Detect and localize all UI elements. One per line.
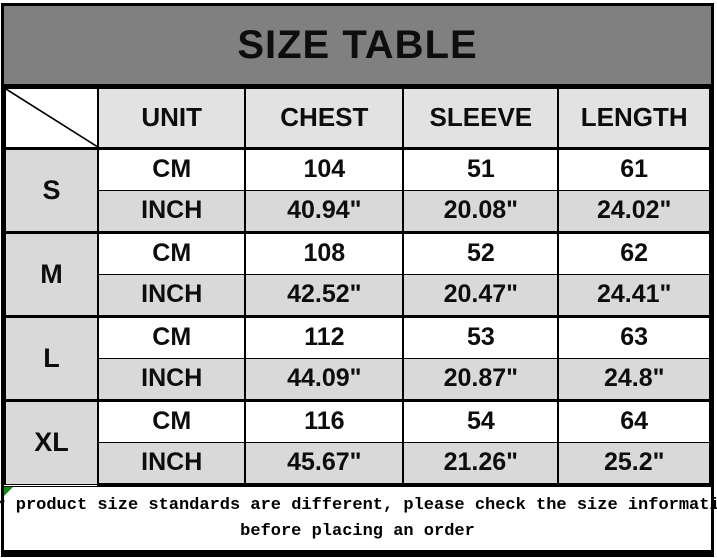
cell-m-inch-sleeve: 20.47" xyxy=(402,273,560,318)
cell-xl-inch-sleeve: 21.26" xyxy=(402,441,560,486)
unit-inch-label: INCH xyxy=(97,357,247,402)
footer-note-line-2: before placing an order xyxy=(240,521,475,541)
cell-s-cm-length: 61 xyxy=(557,146,711,191)
unit-cm-label: CM xyxy=(97,230,247,275)
size-table-panel: SIZE TABLE UNIT CHEST SLEEVE LENGTH S xyxy=(0,3,717,557)
title-bar: SIZE TABLE xyxy=(4,6,711,87)
footer-note: Our product size standards are different… xyxy=(0,485,717,550)
cell-s-inch-length: 24.02" xyxy=(557,189,711,234)
cell-m-cm-chest: 108 xyxy=(244,230,405,275)
cell-m-inch-chest: 42.52" xyxy=(244,273,405,318)
cell-s-inch-chest: 40.94" xyxy=(244,189,405,234)
unit-inch-label: INCH xyxy=(97,273,247,318)
col-header-length: LENGTH xyxy=(557,87,711,150)
cell-xl-cm-length: 64 xyxy=(557,398,711,443)
cell-s-inch-sleeve: 20.08" xyxy=(402,189,560,234)
size-label-m: M xyxy=(3,230,100,317)
size-label-l: L xyxy=(3,314,100,401)
table-row-m-cm: M CM 108 52 62 xyxy=(3,230,711,317)
header-row: UNIT CHEST SLEEVE LENGTH xyxy=(3,87,711,150)
unit-cm-label: CM xyxy=(97,314,247,359)
diagonal-line-icon xyxy=(6,89,97,147)
footer-note-line-1: Our product size standards are different… xyxy=(0,495,717,515)
cell-m-inch-length: 24.41" xyxy=(557,273,711,318)
table-row-l-cm: L CM 112 53 63 xyxy=(3,314,711,401)
cell-l-inch-sleeve: 20.87" xyxy=(402,357,560,402)
size-label-s: S xyxy=(3,146,100,233)
cell-xl-cm-sleeve: 54 xyxy=(402,398,560,443)
cell-s-cm-chest: 104 xyxy=(244,146,405,191)
cell-corner-marker-icon xyxy=(4,486,13,496)
cell-m-cm-sleeve: 52 xyxy=(402,230,560,275)
unit-cm-label: CM xyxy=(97,146,247,191)
table-row-s-cm: S CM 104 51 61 xyxy=(3,146,711,233)
cell-l-cm-length: 63 xyxy=(557,314,711,359)
table-row-l-inch: INCH 44.09" 20.87" 24.8" xyxy=(5,357,711,402)
unit-inch-label: INCH xyxy=(97,441,247,486)
col-header-unit: UNIT xyxy=(97,87,247,150)
cell-l-inch-chest: 44.09" xyxy=(244,357,405,402)
cell-xl-cm-chest: 116 xyxy=(244,398,405,443)
page-title: SIZE TABLE xyxy=(237,22,478,67)
cell-m-cm-length: 62 xyxy=(557,230,711,275)
table-row-xl-cm: XL CM 116 54 64 xyxy=(3,398,711,485)
table-row-s-inch: INCH 40.94" 20.08" 24.02" xyxy=(5,189,711,234)
table-row-m-inch: INCH 42.52" 20.47" 24.41" xyxy=(5,273,711,318)
cell-xl-inch-length: 25.2" xyxy=(557,441,711,486)
size-table: UNIT CHEST SLEEVE LENGTH S CM 104 51 61 … xyxy=(3,87,711,486)
cell-l-cm-sleeve: 53 xyxy=(402,314,560,359)
cell-l-cm-chest: 112 xyxy=(244,314,405,359)
col-header-chest: CHEST xyxy=(244,87,405,150)
cell-xl-inch-chest: 45.67" xyxy=(244,441,405,486)
table-row-xl-inch: INCH 45.67" 21.26" 25.2" xyxy=(5,441,711,486)
diagonal-header-cell xyxy=(3,87,100,150)
size-label-xl: XL xyxy=(3,398,100,485)
unit-cm-label: CM xyxy=(97,398,247,443)
cell-l-inch-length: 24.8" xyxy=(557,357,711,402)
unit-inch-label: INCH xyxy=(97,189,247,234)
col-header-sleeve: SLEEVE xyxy=(402,87,560,150)
cell-s-cm-sleeve: 51 xyxy=(402,146,560,191)
